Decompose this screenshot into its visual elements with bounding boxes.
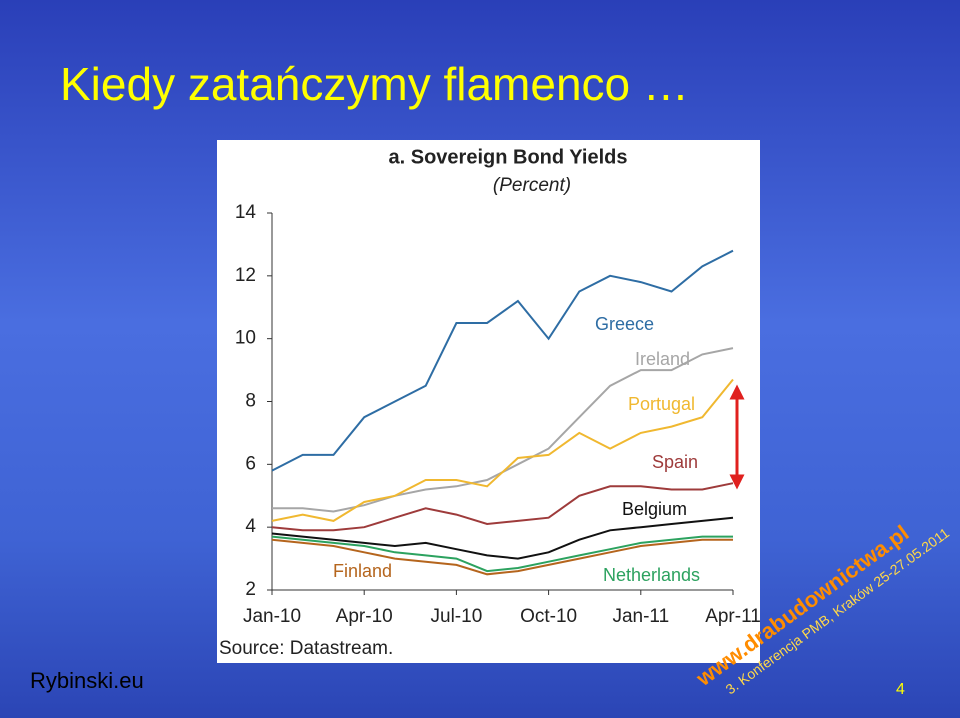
series-label: Greece <box>595 314 654 334</box>
y-tick-label: 8 <box>245 391 256 412</box>
page-number: 4 <box>896 681 905 698</box>
series-label: Spain <box>652 452 698 472</box>
slide-title: Kiedy zatańczymy flamenco … <box>60 58 689 110</box>
y-tick-label: 2 <box>245 579 256 600</box>
series-label: Netherlands <box>603 565 700 585</box>
x-tick-label: Apr-10 <box>336 606 393 627</box>
y-tick-label: 10 <box>235 328 256 349</box>
x-tick-label: Jan-10 <box>243 606 301 627</box>
x-tick-label: Oct-10 <box>520 606 577 627</box>
y-tick-label: 14 <box>235 202 257 223</box>
x-tick-label: Apr-11 <box>705 606 761 627</box>
y-tick-label: 12 <box>235 265 256 286</box>
series-line <box>271 538 733 576</box>
chart-subtitle: (Percent) <box>493 175 571 196</box>
series-label: Belgium <box>622 499 687 519</box>
series-label: Finland <box>333 561 392 581</box>
series-line <box>271 482 734 532</box>
x-tick-label: Jul-10 <box>431 606 483 627</box>
x-tick-label: Jan-11 <box>612 606 669 627</box>
series-label: Portugal <box>628 394 695 414</box>
chart-title: a. Sovereign Bond Yields <box>389 146 628 168</box>
y-tick-label: 4 <box>245 516 256 537</box>
y-tick-label: 6 <box>245 453 256 474</box>
series-line <box>271 516 734 560</box>
series-line <box>271 378 734 522</box>
footer: Rybinski.eu <box>30 668 144 693</box>
series-label: Ireland <box>635 349 690 369</box>
series-line <box>271 249 734 472</box>
chart-source: Source: Datastream. <box>219 638 393 659</box>
series-line <box>271 535 733 573</box>
chart-panel <box>217 140 760 663</box>
